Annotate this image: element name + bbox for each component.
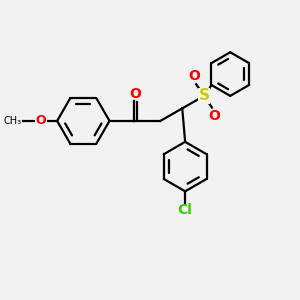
Text: Cl: Cl	[178, 202, 193, 217]
Text: CH₃: CH₃	[4, 116, 22, 126]
Text: S: S	[199, 88, 210, 104]
Text: O: O	[188, 68, 200, 83]
Text: O: O	[130, 87, 142, 101]
Text: O: O	[208, 109, 220, 123]
Text: O: O	[36, 114, 46, 128]
